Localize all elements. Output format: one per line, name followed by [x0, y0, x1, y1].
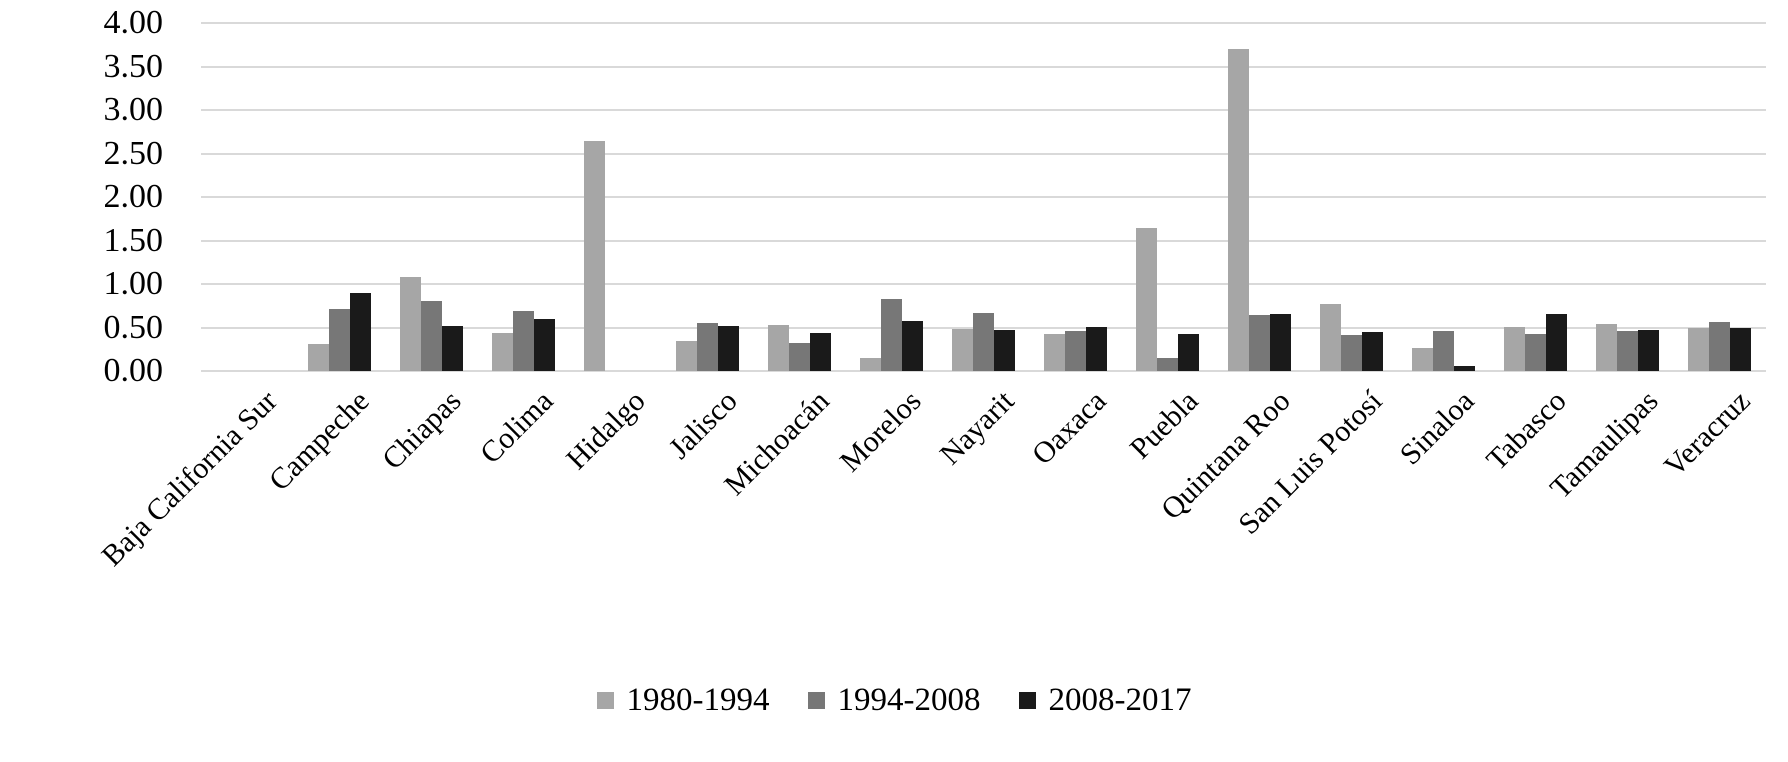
bar-group [1674, 23, 1766, 371]
legend-item: 2008-2017 [1018, 682, 1192, 718]
bar-group [1490, 23, 1582, 371]
gridline [201, 65, 1766, 68]
bar-group [477, 23, 569, 371]
bar-group [661, 23, 753, 371]
bar [1086, 327, 1108, 371]
bar [1412, 348, 1434, 371]
legend-item: 1980-1994 [596, 682, 770, 718]
bar [1065, 331, 1087, 371]
bar [1228, 49, 1250, 371]
bar [441, 326, 463, 371]
x-tick-label: Baja California Sur [95, 384, 284, 573]
bar [1688, 328, 1710, 371]
bar [901, 321, 923, 371]
legend: 1980-1994 1994-2008 2008-2017 [0, 682, 1788, 718]
gridline [201, 239, 1766, 242]
legend-swatch-icon [596, 691, 614, 709]
y-tick-label: 2.50 [103, 134, 164, 172]
bar-group [569, 23, 661, 371]
legend-label: 2008-2017 [1048, 682, 1192, 718]
bar [859, 358, 881, 371]
y-tick-label: 2.00 [103, 178, 164, 215]
bar [993, 330, 1015, 371]
bar [533, 319, 555, 371]
y-tick-label: 1.00 [103, 265, 164, 302]
legend-item: 1994-2008 [807, 682, 981, 718]
y-tick-label: 3.00 [103, 91, 164, 128]
bar [399, 277, 421, 371]
bar [809, 333, 831, 371]
bar [1638, 330, 1660, 371]
bar [1504, 327, 1526, 371]
bar-group [753, 23, 845, 371]
y-tick-label: 4.00 [103, 4, 164, 41]
bar [696, 323, 718, 371]
gridline [201, 152, 1766, 155]
bar [349, 293, 371, 371]
bar-group [1582, 23, 1674, 371]
bar [1709, 322, 1731, 371]
bar [717, 326, 739, 371]
bar [788, 343, 810, 371]
gridline [201, 196, 1766, 198]
bar-group [845, 23, 937, 371]
bar [880, 299, 902, 371]
bar [1596, 324, 1618, 371]
gridline [201, 283, 1766, 285]
gridline [201, 109, 1766, 111]
bar [951, 329, 973, 371]
gridline [201, 22, 1766, 24]
legend-swatch-icon [1018, 691, 1036, 709]
y-tick-label: 1.50 [103, 221, 164, 259]
y-tick-label: 0.00 [103, 352, 164, 389]
bar [328, 309, 350, 371]
bar-group [1122, 23, 1214, 371]
bar-group [201, 23, 293, 371]
bar [583, 141, 605, 371]
legend-label: 1994-2008 [837, 682, 981, 718]
bar [1617, 331, 1639, 371]
bar [1320, 304, 1342, 371]
bar [491, 333, 513, 371]
bar [1270, 314, 1292, 371]
bar [1730, 328, 1752, 371]
bar [1546, 314, 1568, 371]
bar [1525, 334, 1547, 371]
y-tick-label: 3.50 [103, 47, 164, 85]
bar [1362, 332, 1384, 371]
bar-group [1030, 23, 1122, 371]
bar-group [1398, 23, 1490, 371]
bar [1249, 315, 1271, 371]
legend-label: 1980-1994 [626, 682, 770, 718]
bar-group [385, 23, 477, 371]
x-axis-line [201, 370, 1766, 372]
legend-swatch-icon [807, 691, 825, 709]
bar [1454, 366, 1476, 371]
bar [1044, 334, 1066, 371]
bar [1341, 335, 1363, 371]
plot-area [201, 22, 1766, 372]
bar [767, 325, 789, 371]
bar [307, 344, 329, 371]
bar [512, 311, 534, 371]
bar [1178, 334, 1200, 371]
bar [1136, 228, 1158, 371]
y-axis-tick-labels: 0.00 0.50 1.00 1.50 2.00 2.50 3.00 3.50 4.00 [0, 0, 164, 400]
bar-group [1214, 23, 1306, 371]
bar [1157, 358, 1179, 371]
bar [1433, 331, 1455, 371]
bar-group [1306, 23, 1398, 371]
bar-group [293, 23, 385, 371]
y-tick-label: 0.50 [103, 308, 164, 346]
x-axis-tick-labels: Baja California Sur Campeche Chiapas Colima… [95, 371, 1766, 671]
bar [972, 313, 994, 371]
bar [675, 341, 697, 371]
bar [420, 301, 442, 371]
bar-group [937, 23, 1029, 371]
